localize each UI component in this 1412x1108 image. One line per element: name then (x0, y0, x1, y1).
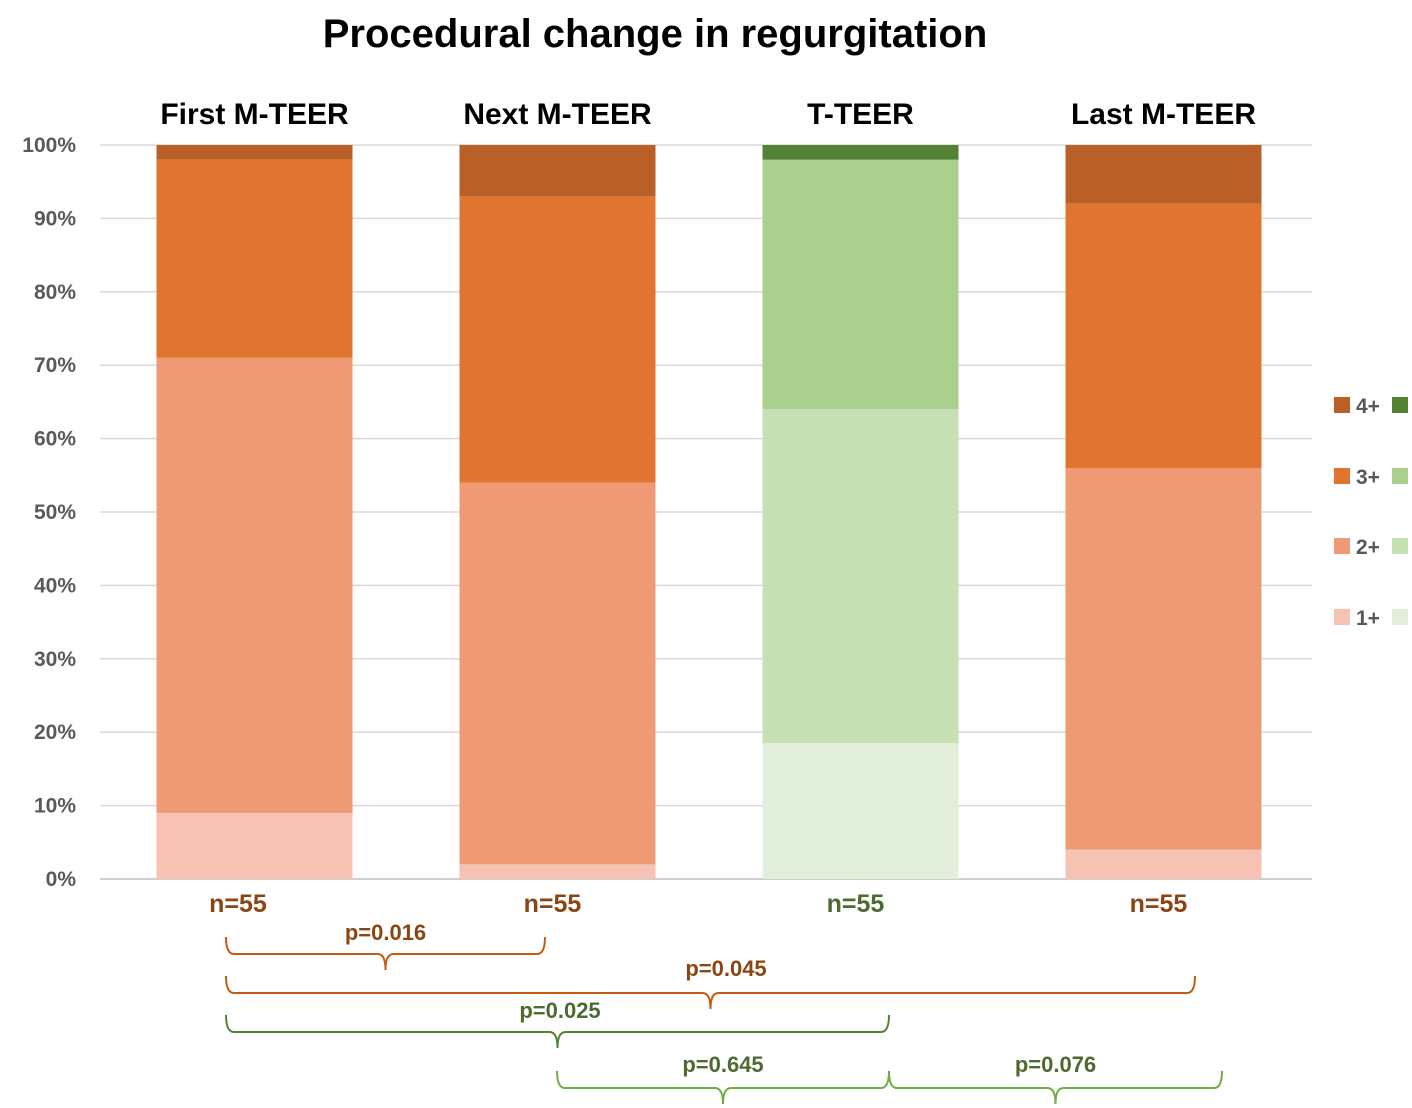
legend-swatch-orange (1334, 609, 1350, 625)
comparison-bracket (225, 1014, 890, 1049)
bars (156, 145, 1262, 879)
bar-segment (1065, 849, 1262, 879)
bar-segment (762, 159, 959, 410)
bar-segment (156, 812, 353, 879)
y-tick-label: 60% (34, 428, 76, 451)
bar-segment (156, 357, 353, 813)
y-tick-label: 0% (46, 868, 77, 891)
legend-label: 3+ (1356, 466, 1380, 489)
y-tick-label: 50% (34, 501, 76, 524)
comparison-brackets: p=0.016 p=0.045 p=0.025 p=0.645 p=0.076 (225, 920, 1223, 1105)
p-value-label: p=0.076 (1015, 1052, 1096, 1077)
legend-label: 2+ (1356, 536, 1380, 559)
n-label: n=55 (827, 890, 885, 918)
bar-segment (459, 864, 656, 879)
chart-title: Procedural change in regurgitation (323, 12, 988, 56)
bar-segment (1065, 203, 1262, 468)
bar-segment (762, 743, 959, 879)
legend: 1+ 2+ 3+ 4+ (1334, 395, 1408, 630)
legend-label: 4+ (1356, 395, 1380, 418)
p-value-label: p=0.025 (519, 998, 600, 1023)
legend-swatch-green (1392, 397, 1408, 413)
p-value-label: p=0.045 (685, 956, 766, 981)
comparison-bracket (225, 936, 546, 971)
category-label: Last M-TEER (1071, 98, 1256, 131)
bar-segment (459, 482, 656, 865)
y-tick-label: 70% (34, 354, 76, 377)
legend-swatch-green (1392, 609, 1408, 625)
comparison-bracket (225, 975, 1196, 1010)
category-labels: First M-TEER Next M-TEER T-TEER Last M-TEER (160, 98, 1256, 131)
legend-swatch-green (1392, 468, 1408, 484)
bar-segment (762, 145, 959, 160)
n-label: n=55 (524, 890, 582, 918)
legend-label: 1+ (1356, 607, 1380, 630)
bar-segment (156, 145, 353, 160)
y-tick-label: 30% (34, 648, 76, 671)
n-labels: n=55 n=55 n=55 n=55 (209, 890, 1187, 918)
y-tick-label: 20% (34, 721, 76, 744)
y-tick-label: 10% (34, 795, 76, 818)
legend-swatch-orange (1334, 538, 1350, 554)
legend-swatch-green (1392, 538, 1408, 554)
p-value-label: p=0.645 (682, 1052, 763, 1077)
bar-segment (1065, 145, 1262, 204)
y-tick-label: 80% (34, 281, 76, 304)
comparison-bracket (556, 1070, 890, 1105)
y-tick-label: 40% (34, 574, 76, 597)
category-label: T-TEER (807, 98, 914, 131)
y-axis: 0% 10% 20% 30% 40% 50% 60% 70% 80% 90% 100% (22, 134, 76, 891)
bar-segment (1065, 467, 1262, 850)
n-label: n=55 (209, 890, 267, 918)
bar-segment (459, 145, 656, 197)
comparison-bracket (888, 1070, 1223, 1105)
bar-segment (156, 159, 353, 358)
legend-swatch-orange (1334, 397, 1350, 413)
p-value-label: p=0.016 (345, 920, 426, 945)
legend-swatch-orange (1334, 468, 1350, 484)
y-tick-label: 100% (22, 134, 76, 157)
bar-segment (762, 409, 959, 744)
n-label: n=55 (1130, 890, 1188, 918)
category-label: Next M-TEER (463, 98, 652, 131)
bar-segment (459, 196, 656, 483)
category-label: First M-TEER (160, 98, 349, 131)
y-tick-label: 90% (34, 207, 76, 230)
